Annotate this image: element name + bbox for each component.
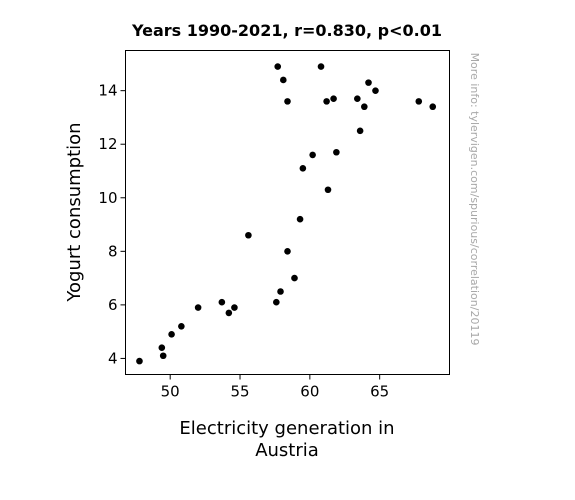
data-point bbox=[330, 95, 337, 102]
y-tick-label: 6 bbox=[108, 296, 118, 314]
y-axis: 4 6 8 10 12 14 bbox=[98, 82, 126, 367]
data-point bbox=[225, 309, 233, 317]
data-point bbox=[309, 151, 316, 159]
y-tick-label: 10 bbox=[98, 189, 117, 207]
data-point bbox=[284, 98, 291, 105]
data-point bbox=[159, 352, 167, 360]
data-point bbox=[277, 288, 284, 295]
data-point bbox=[415, 98, 423, 105]
data-point bbox=[361, 103, 368, 111]
data-point bbox=[296, 215, 304, 223]
x-tick-label: 50 bbox=[161, 383, 180, 401]
plot-frame bbox=[125, 50, 450, 375]
x-tick-label: 55 bbox=[230, 383, 249, 401]
y-tick-label: 4 bbox=[108, 349, 118, 367]
data-point bbox=[333, 148, 340, 156]
chart-title: Years 1990-2021, r=0.830, p<0.01 bbox=[131, 21, 442, 40]
data-point bbox=[280, 76, 287, 84]
data-point bbox=[178, 323, 185, 330]
data-point bbox=[323, 98, 330, 105]
y-tick-label: 8 bbox=[108, 242, 118, 260]
data-point bbox=[429, 103, 437, 111]
data-point bbox=[291, 274, 298, 282]
data-point bbox=[324, 186, 332, 194]
x-axis-label-line-2: Austria bbox=[255, 440, 319, 461]
data-point bbox=[231, 304, 238, 311]
data-point bbox=[168, 331, 175, 338]
data-point bbox=[158, 344, 166, 352]
data-point bbox=[274, 63, 282, 70]
data-point bbox=[317, 63, 325, 70]
x-axis: 50 55 60 65 bbox=[161, 374, 389, 401]
data-points bbox=[136, 63, 437, 365]
x-axis-label-line-1: Electricity generation in bbox=[179, 418, 394, 439]
data-point bbox=[299, 165, 307, 172]
x-tick-label: 60 bbox=[300, 383, 319, 401]
data-point bbox=[273, 298, 280, 306]
y-axis-label: Yogurt consumption bbox=[64, 122, 85, 302]
data-point bbox=[245, 231, 252, 239]
data-point bbox=[365, 79, 372, 86]
data-point bbox=[136, 357, 143, 365]
y-tick-label: 12 bbox=[98, 135, 117, 153]
data-point bbox=[284, 248, 291, 255]
data-point bbox=[356, 127, 364, 135]
data-point bbox=[218, 298, 226, 306]
data-point bbox=[372, 87, 379, 94]
data-point bbox=[194, 304, 202, 311]
data-point bbox=[354, 95, 361, 102]
x-tick-label: 65 bbox=[370, 383, 389, 401]
y-tick-label: 14 bbox=[98, 82, 117, 100]
source-credit: More info: tylervigen.com/spurious/corre… bbox=[468, 53, 481, 346]
